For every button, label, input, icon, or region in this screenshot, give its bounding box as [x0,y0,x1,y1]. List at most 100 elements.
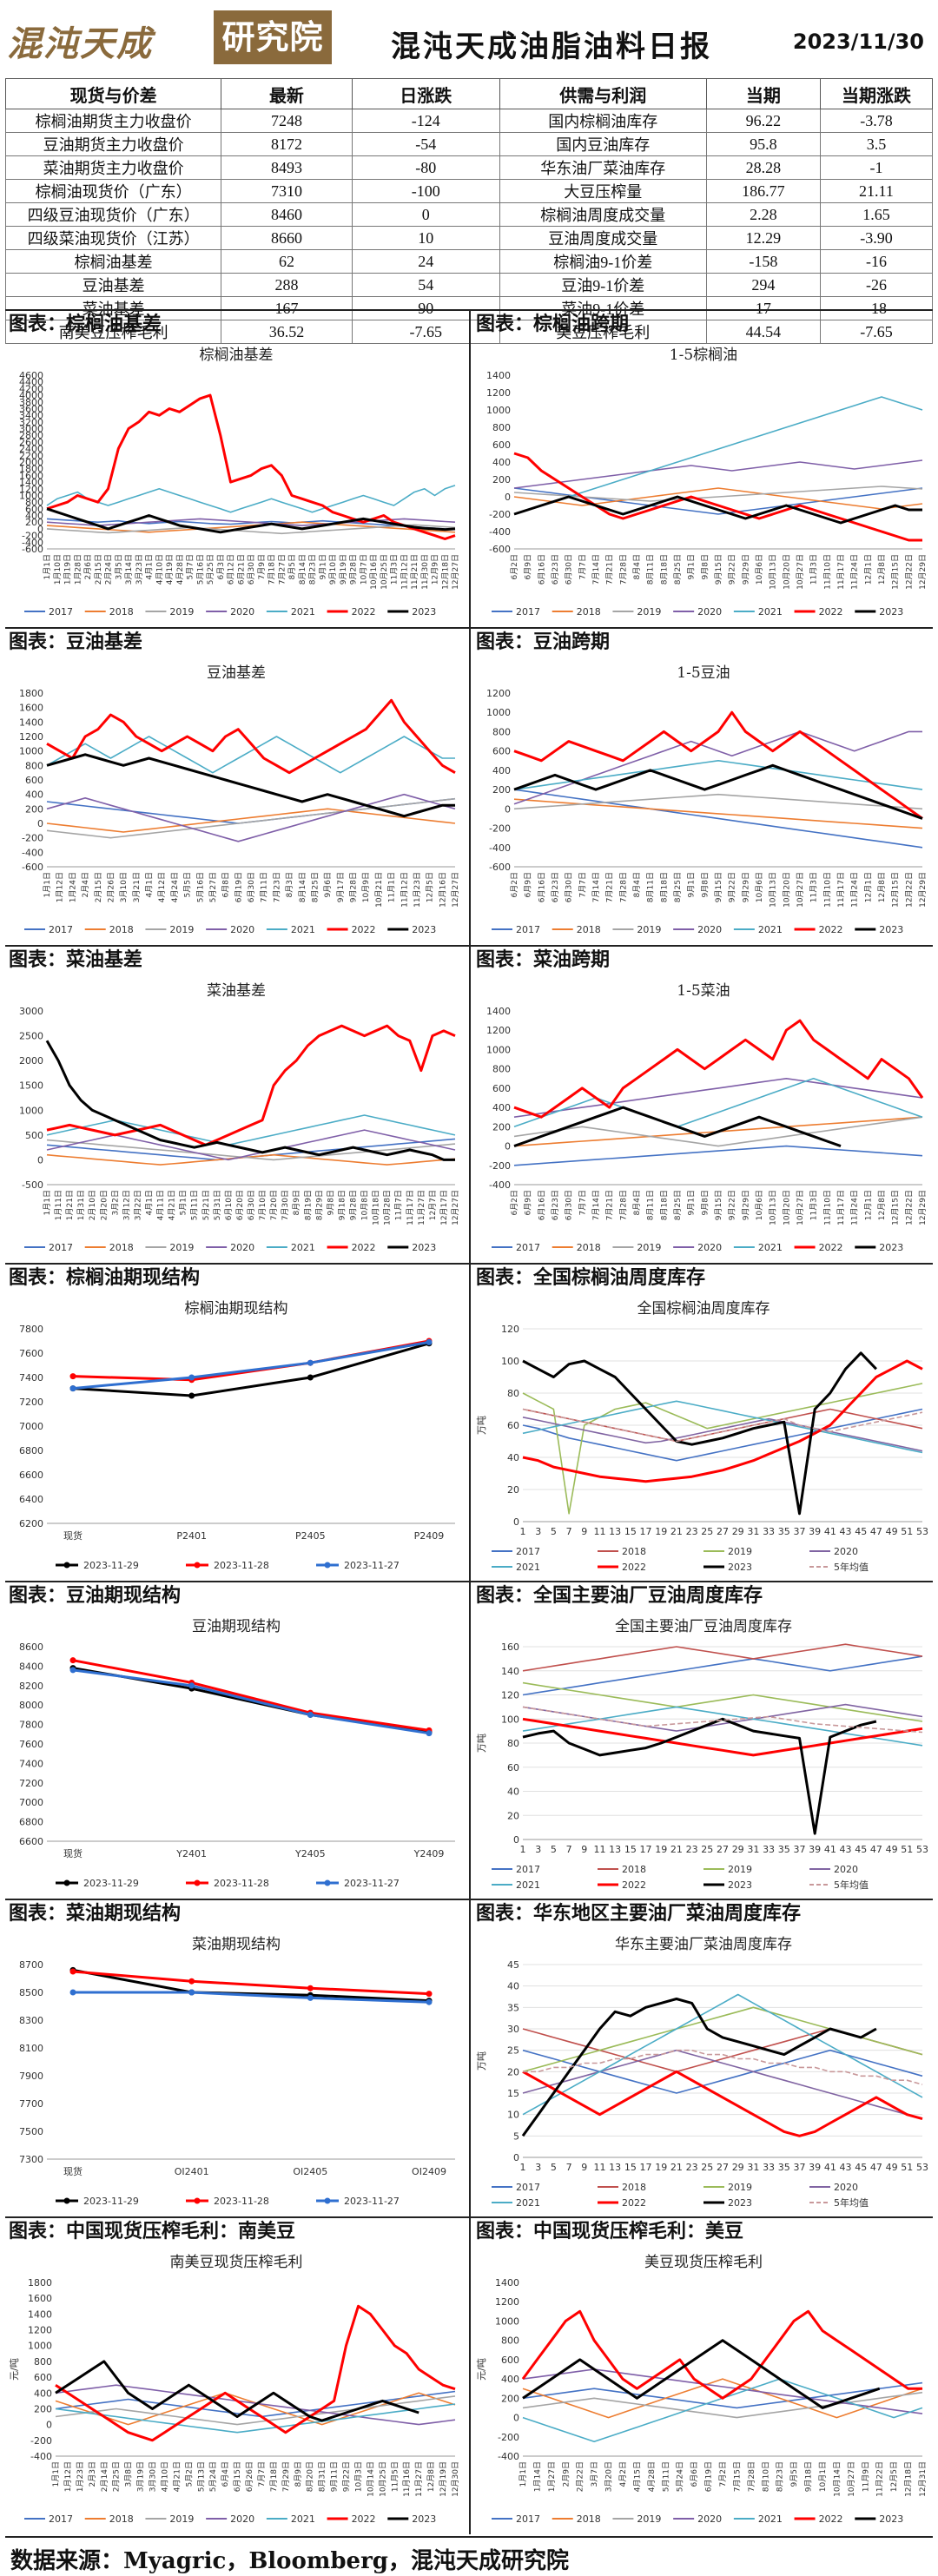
table-cell: -158 [705,249,821,274]
y-tick-label: -200 [498,2432,519,2443]
x-tick-label: 3月12日 [122,1190,131,1220]
x-tick-label: 9月1日 [687,554,697,579]
x-tick-label: 5月27日 [208,872,218,902]
chart-title: 豆油基差 [207,664,266,682]
series-line [522,1655,923,1696]
legend-label: 2023 [412,606,436,618]
series-line [522,2049,923,2120]
x-tick-label: 29 [732,2162,744,2173]
x-tick-label: 9月29日 [741,554,750,585]
x-tick-label: 9月1日 [318,554,327,579]
y-tick-label: 600 [492,1083,511,1094]
legend-label: 2018 [577,1242,601,1253]
x-tick-label: 3月19日 [136,2461,146,2492]
y-tick-label: 600 [25,775,43,786]
series-line [522,1681,923,1722]
x-tick-label: 9月11日 [330,2461,340,2492]
x-tick-label: 9月18日 [804,2461,814,2492]
y-tick-label: 0 [46,2420,52,2431]
y-tick-label: -400 [22,847,43,858]
legend-label: 2017 [516,1864,540,1875]
x-tick-label: 2月15日 [94,554,103,585]
y-tick-label: 800 [501,2335,519,2347]
y-tick-label: -400 [498,2451,519,2462]
x-tick-label: 2月10日 [88,1190,97,1220]
legend-label: 2023 [879,1242,903,1253]
series-line [522,2378,923,2443]
series-line [55,2360,419,2422]
x-tick-label: 12月9日 [431,554,440,585]
x-tick-label: 12月7日 [428,1190,438,1220]
legend-label: 2018 [577,2513,601,2525]
x-tick-label: 7月27日 [277,554,287,585]
x-tick-label: 10月28日 [383,1190,393,1225]
x-tick-label: 8月4日 [632,872,642,897]
x-tick-label: 6月4日 [221,2461,230,2487]
x-tick-label: 47 [870,2162,882,2173]
table-cell: 7248 [221,109,353,133]
series-line [46,485,456,513]
legend-label: 2017 [516,2513,540,2525]
legend-marker [194,1562,201,1569]
divider [469,1582,471,1899]
x-tick-label: 10月7日 [359,554,368,585]
legend-label: 2019 [169,606,194,618]
x-tick-label: 25 [701,1526,713,1537]
y-tick-label: 2600 [19,437,43,448]
y-tick-label: 0 [505,803,511,815]
x-tick-label: 45 [855,1526,867,1537]
legend-label: 2021 [291,924,315,935]
table-row: 南美豆压榨毛利 36.52 -7.65 美豆压榨毛利 44.54 -7.65 [4,320,934,344]
x-tick-label: 13 [609,1526,621,1537]
divider [5,1581,933,1582]
x-tick-label: 10月13日 [769,1190,778,1225]
legend-label: 2018 [109,924,134,935]
y-tick-label: 8100 [19,2043,43,2054]
x-tick-label: 1月19日 [63,554,73,585]
x-tick-label: 12月31日 [918,2461,928,2497]
x-tick-label: 8月10日 [761,2461,770,2492]
x-tick-label: 3月5日 [114,554,123,579]
series-line [513,798,923,829]
table-cell: 28.28 [705,155,821,180]
x-tick-label: 12月16日 [438,872,447,908]
x-tick-label: 17 [640,1526,652,1537]
x-tick-label: 7月7日 [578,1190,587,1215]
x-tick-label: 11月1日 [387,872,397,902]
data-point [69,1385,76,1392]
y-tick-label: 60 [507,1420,519,1431]
x-tick-label: 10月20日 [782,1190,791,1225]
y-tick-label: 1400 [486,370,511,381]
x-tick-label: 19 [655,2162,667,2173]
x-tick-label: 6月23日 [551,872,560,902]
data-point [307,1374,314,1381]
x-tick-label: 5月24日 [676,2461,685,2492]
y-tick-label: -400 [489,1179,511,1191]
x-tick-label: 11月30日 [420,554,430,590]
data-point [307,1359,314,1366]
data-point [69,1667,76,1674]
x-tick-label: 6月16日 [537,554,546,585]
legend-label: 2019 [637,606,661,618]
summary-table-wrap: 现货与价差 最新 日涨跌 供需与利润 当期 当期涨跌 棕榈油期货主力收盘价 7248 -124… [4,78,934,344]
x-tick-label: 2月26日 [106,872,116,902]
y-tick-label: 6800 [19,1445,43,1456]
y-tick-label: 4400 [19,377,43,388]
x-tick-label: 10月3日 [353,2461,363,2492]
y-tick-label: 1800 [19,688,43,699]
table-cell: 8493 [221,155,353,180]
table-cell: 2.28 [705,202,821,227]
x-tick-label: 12月8日 [426,2461,436,2492]
x-tick-label: 39 [809,1526,821,1537]
x-tick-label: 10月27日 [847,2461,856,2497]
x-tick-label: 12月15日 [891,554,901,590]
data-point [307,1994,314,2001]
series-line [522,2391,923,2419]
series-line [513,710,923,820]
x-tick-label: 13 [609,2162,621,2173]
x-tick-label: 8月18日 [659,554,669,585]
x-tick-label: 9月1日 [687,1190,697,1215]
y-tick-label: 4000 [19,390,43,401]
y-tick-label: 10 [507,2110,519,2121]
